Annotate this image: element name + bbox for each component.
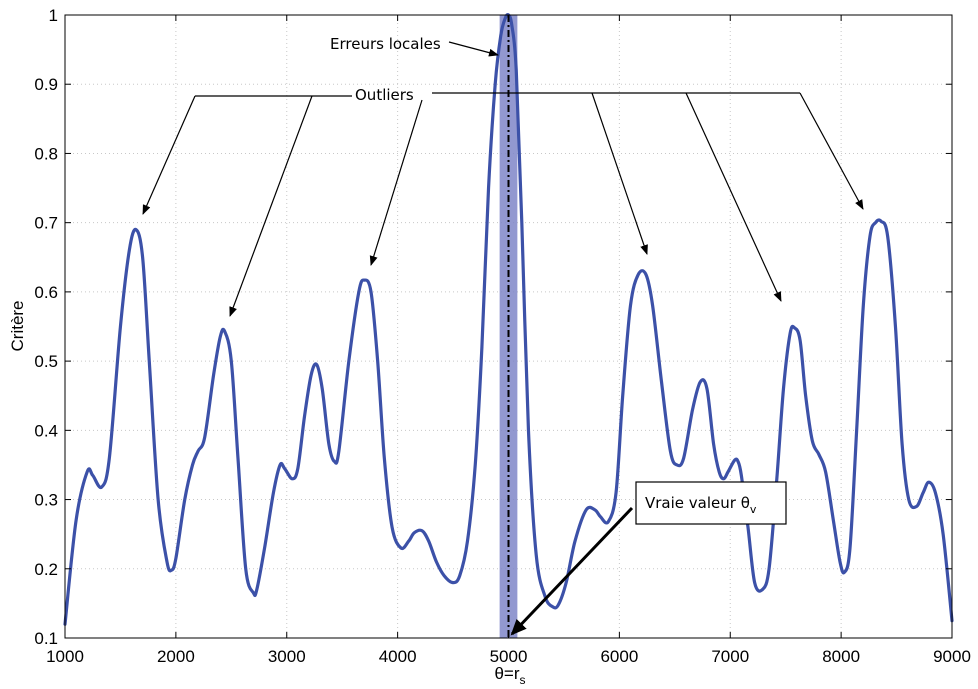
y-tick-label: 0.1 <box>34 629 58 648</box>
x-axis-label-main: θ=r <box>494 664 519 683</box>
true-value-label-subscript: v <box>750 503 757 516</box>
outlier-arrow-4 <box>591 92 648 255</box>
x-tick-label: 5000 <box>490 647 528 666</box>
outlier-arrow-3 <box>369 99 423 266</box>
annotation-true-value: Vraie valeur θv <box>510 481 787 636</box>
x-tick-label: 2000 <box>157 647 195 666</box>
series-group <box>63 13 954 626</box>
y-tick-label: 0.9 <box>34 75 58 94</box>
annotation-local-errors: Erreurs locales <box>330 35 499 57</box>
x-tick-labels: 1000 2000 3000 4000 5000 6000 7000 8000 9000 <box>46 647 971 666</box>
x-tick-label: 1000 <box>46 647 84 666</box>
annotation-local-errors-arrow <box>448 41 499 57</box>
x-tick-label: 7000 <box>711 647 749 666</box>
outlier-arrow-2 <box>229 95 313 317</box>
x-tick-label: 4000 <box>379 647 417 666</box>
y-tick-label: 0.2 <box>34 560 58 579</box>
x-tick-label: 8000 <box>822 647 860 666</box>
y-axis-label: Critère <box>8 300 27 351</box>
x-axis-label: θ=rs <box>494 664 525 687</box>
annotation-outliers: Outliers <box>142 86 864 317</box>
y-tick-label: 0.3 <box>34 491 58 510</box>
y-tick-label: 0.6 <box>34 283 58 302</box>
y-tick-label: 0.4 <box>34 421 58 440</box>
y-tick-label: 1 <box>49 6 58 25</box>
outlier-arrow-5 <box>685 92 782 302</box>
y-tick-label: 0.8 <box>34 144 58 163</box>
annotation-outliers-label: Outliers <box>355 86 414 104</box>
outlier-arrow-1 <box>142 95 196 215</box>
outlier-arrow-6 <box>799 92 864 210</box>
true-value-label: Vraie valeur θv <box>645 494 757 516</box>
annotation-local-errors-label: Erreurs locales <box>330 35 441 53</box>
x-tick-label: 3000 <box>268 647 306 666</box>
series-line-0 <box>63 13 954 626</box>
y-tick-label: 0.7 <box>34 214 58 233</box>
true-value-box <box>635 481 787 525</box>
true-value-label-main: Vraie valeur θ <box>645 494 750 512</box>
x-tick-label: 6000 <box>600 647 638 666</box>
y-tick-label: 0.5 <box>34 352 58 371</box>
axis-ticks <box>64 14 953 639</box>
true-value-arrow <box>510 506 634 636</box>
x-tick-label: 9000 <box>933 647 971 666</box>
x-axis-label-subscript: s <box>520 673 526 687</box>
y-tick-labels: 0.1 0.2 0.3 0.4 0.5 0.6 0.7 0.8 0.9 1 <box>34 6 58 648</box>
